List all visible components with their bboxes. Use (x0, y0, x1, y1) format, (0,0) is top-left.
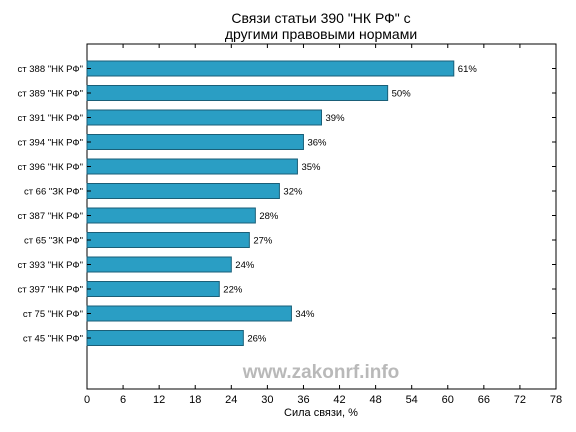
bar-value-label-1: 50% (392, 89, 412, 100)
category-label-5: ст 66 "ЗК РФ" (24, 187, 83, 198)
bar-1 (86, 85, 389, 101)
x-tick-label-11: 66 (478, 394, 490, 406)
watermark: www.zakonrf.info (242, 362, 400, 383)
bar-2 (86, 109, 322, 126)
bar-value-label-7: 27% (253, 236, 273, 247)
x-tick-label-13: 78 (550, 394, 562, 406)
bar-3 (86, 134, 304, 150)
x-tick-label-2: 12 (153, 394, 165, 406)
x-tick-label-4: 24 (225, 394, 237, 406)
x-axis-ticks: 0 6 12 18 24 30 36 42 48 54 60 66 72 78 (84, 44, 562, 406)
category-label-2: ст 391 "НК РФ" (18, 113, 83, 124)
bar-value-label-6: 28% (259, 211, 279, 222)
x-tick-label-3: 18 (189, 394, 201, 406)
bar-value-label-10: 34% (295, 309, 315, 320)
bar-value-label-9: 22% (223, 285, 243, 296)
bar-value-label-8: 24% (235, 260, 255, 271)
bar-6 (86, 207, 256, 224)
bar-value-label-4: 35% (301, 162, 321, 173)
x-tick-label-0: 0 (84, 394, 90, 406)
category-label-7: ст 65 "ЗК РФ" (24, 236, 83, 247)
bar-value-label-5: 32% (283, 187, 303, 198)
x-tick-label-7: 42 (333, 394, 345, 406)
bar-0 (86, 60, 455, 77)
category-label-11: ст 45 "НК РФ" (23, 334, 83, 345)
x-tick-label-10: 60 (442, 394, 454, 406)
x-tick-label-6: 36 (297, 394, 309, 406)
category-label-9: ст 397 "НК РФ" (18, 285, 83, 296)
bar-value-label-3: 36% (307, 138, 327, 149)
chart-title-line-1: Связи статьи 390 "НК РФ" с (231, 10, 410, 26)
bar-value-label-2: 39% (326, 113, 346, 124)
category-label-0: ст 388 "НК РФ" (18, 64, 83, 75)
x-tick-label-5: 30 (261, 394, 273, 406)
bars-group: 61% 50% 39% 36% 35% 32% 28% 27% 24% 22% 34% 26% (86, 60, 478, 346)
bar-value-label-11: 26% (247, 334, 267, 345)
x-tick-label-8: 48 (369, 394, 381, 406)
x-tick-label-9: 54 (406, 394, 418, 406)
bar-value-label-0: 61% (458, 64, 478, 75)
bar-5 (86, 183, 280, 199)
category-label-8: ст 393 "НК РФ" (18, 260, 83, 271)
category-label-3: ст 394 "НК РФ" (18, 138, 83, 149)
bar-8 (86, 256, 232, 273)
category-label-10: ст 75 "НК РФ" (23, 309, 83, 320)
bar-10 (86, 305, 292, 322)
x-axis-label: Сила связи, % (284, 407, 358, 419)
x-tick-label-12: 72 (514, 394, 526, 406)
bar-9 (86, 281, 220, 297)
y-axis-ticks: ст 388 "НК РФ" ст 389 "НК РФ" ст 391 "НК Р… (18, 64, 556, 345)
category-label-6: ст 387 "НК РФ" (18, 211, 83, 222)
category-label-4: ст 396 "НК РФ" (18, 162, 83, 173)
category-label-1: ст 389 "НК РФ" (18, 89, 83, 100)
bar-4 (86, 158, 298, 175)
x-tick-label-1: 6 (120, 394, 126, 406)
chart-title-line-2: другими правовыми нормами (225, 26, 417, 42)
bar-7 (86, 232, 250, 248)
bar-11 (86, 330, 244, 346)
